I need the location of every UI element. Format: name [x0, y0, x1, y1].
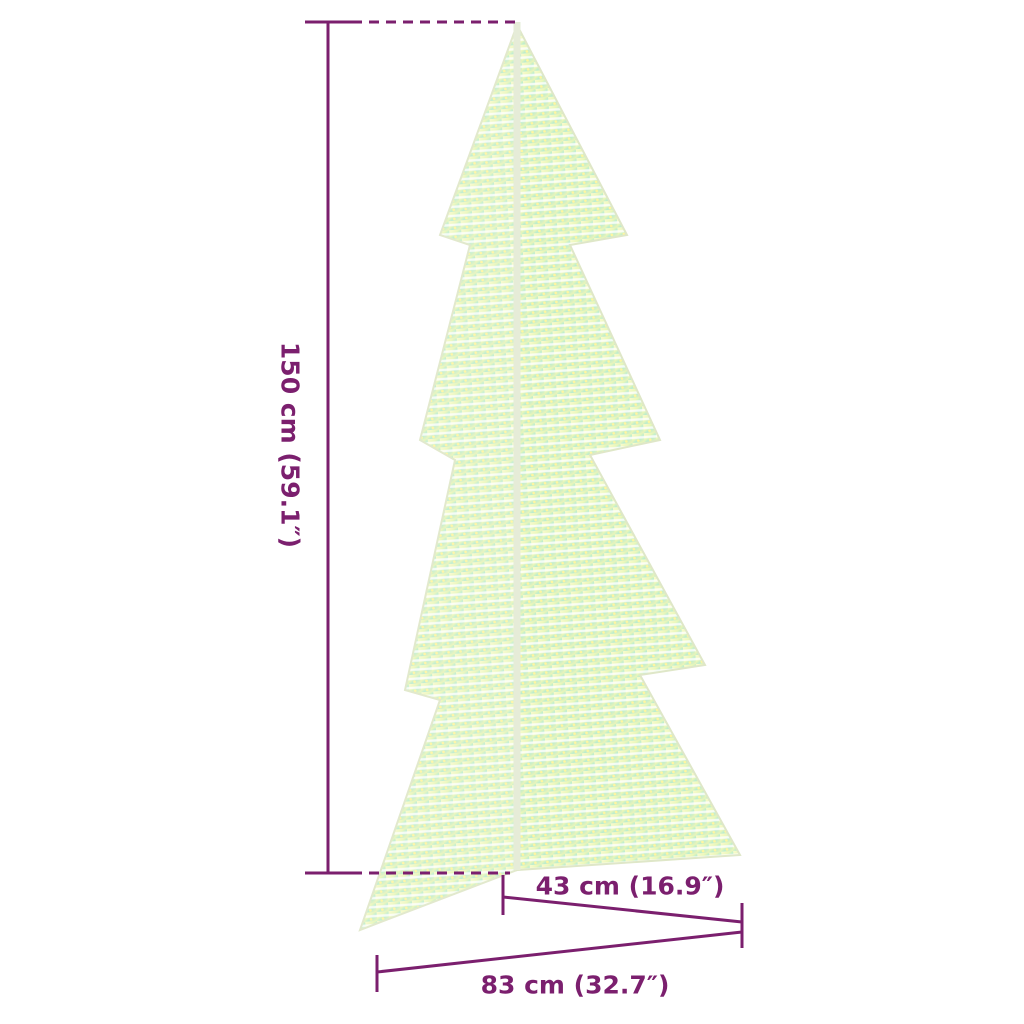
height-dimension: [305, 20, 515, 875]
tree-image: [358, 22, 742, 932]
tree-right-panel: [516, 24, 742, 872]
width-label: 83 cm (32.7″): [480, 970, 670, 1000]
depth-label: 43 cm (16.9″): [535, 871, 725, 901]
tree-left-panel: [358, 24, 518, 932]
width-dimension: [375, 930, 743, 992]
depth-dimension: [501, 875, 744, 948]
height-label: 150 cm (59.1″): [275, 341, 305, 549]
